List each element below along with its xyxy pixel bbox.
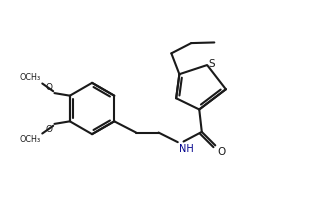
- Text: S: S: [209, 59, 215, 69]
- Text: O: O: [46, 83, 53, 92]
- Text: OCH₃: OCH₃: [20, 135, 41, 144]
- Text: NH: NH: [179, 144, 194, 154]
- Text: O: O: [46, 125, 53, 134]
- Text: O: O: [218, 147, 226, 157]
- Text: OCH₃: OCH₃: [20, 73, 41, 82]
